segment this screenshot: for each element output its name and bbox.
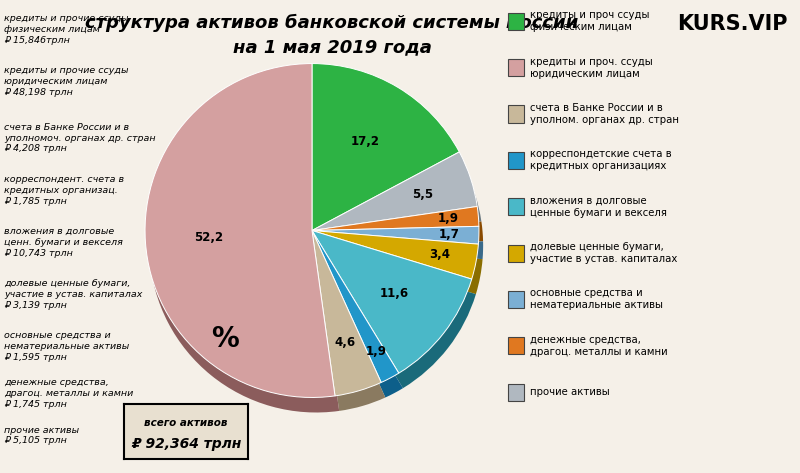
Text: денежные средства,
драгоц. металлы и камни: денежные средства, драгоц. металлы и кам…: [530, 335, 668, 357]
Wedge shape: [312, 152, 478, 230]
Text: ₽ 92,364 трлн: ₽ 92,364 трлн: [131, 437, 241, 451]
Text: 1,7: 1,7: [438, 228, 459, 241]
Text: кредиты и прочие ссуды
юридическим лицам
₽ 48,198 трлн: кредиты и прочие ссуды юридическим лицам…: [4, 66, 129, 96]
Text: 1,9: 1,9: [366, 345, 386, 358]
Wedge shape: [316, 167, 482, 245]
Text: кредиты и прочие ссуды
физическим лицам
₽ 15,846трлн: кредиты и прочие ссуды физическим лицам …: [4, 14, 129, 44]
Text: 3,4: 3,4: [430, 248, 450, 262]
Text: долевые ценные бумаги,
участие в устав. капиталах: долевые ценные бумаги, участие в устав. …: [530, 242, 678, 264]
Text: 4,6: 4,6: [334, 336, 355, 349]
Text: денежные средства,
драгоц. металлы и камни
₽ 1,745 трлн: денежные средства, драгоц. металлы и кам…: [4, 378, 134, 409]
Text: вложения в долговые
ценные бумаги и векселя: вложения в долговые ценные бумаги и векс…: [530, 196, 667, 218]
Wedge shape: [145, 63, 335, 397]
Wedge shape: [316, 79, 463, 245]
Text: прочие активы
₽ 5,105 трлн: прочие активы ₽ 5,105 трлн: [4, 426, 79, 446]
Wedge shape: [316, 245, 482, 294]
Wedge shape: [312, 207, 479, 230]
Text: кредиты и проч. ссуды
юридическим лицам: кредиты и проч. ссуды юридическим лицам: [530, 57, 653, 79]
Text: 17,2: 17,2: [350, 135, 380, 148]
Text: кредиты и проч ссуды
физическим лицам: кредиты и проч ссуды физическим лицам: [530, 10, 650, 32]
Wedge shape: [312, 230, 398, 383]
Text: корреспондетские счета в
кредитных организациях: корреспондетские счета в кредитных орган…: [530, 149, 672, 171]
Wedge shape: [150, 79, 339, 412]
Wedge shape: [312, 63, 459, 230]
Text: структура активов банковской системы России
на 1 мая 2019 года: структура активов банковской системы Рос…: [86, 14, 578, 56]
Wedge shape: [312, 226, 479, 244]
Wedge shape: [312, 230, 472, 373]
Text: корреспондент. счета в
кредитных организац.
₽ 1,785 трлн: корреспондент. счета в кредитных организ…: [4, 175, 124, 205]
Wedge shape: [316, 241, 483, 259]
Text: 11,6: 11,6: [379, 288, 408, 300]
Text: 5,5: 5,5: [413, 188, 434, 201]
Wedge shape: [316, 245, 386, 411]
Text: основные средства и
нематериальные активы
₽ 1,595 трлн: основные средства и нематериальные актив…: [4, 331, 130, 361]
Text: всего активов: всего активов: [144, 419, 228, 429]
Text: счета в Банке России и в
уполном. органах др. стран: счета в Банке России и в уполном. органа…: [530, 103, 679, 125]
Wedge shape: [316, 245, 403, 397]
Text: счета в Банке России и в
уполномоч. органах др. стран
₽ 4,208 трлн: счета в Банке России и в уполномоч. орга…: [4, 123, 156, 153]
Text: основные средства и
нематериальные активы: основные средства и нематериальные актив…: [530, 289, 663, 310]
Wedge shape: [312, 230, 381, 396]
Text: %: %: [211, 325, 239, 353]
Text: прочие активы: прочие активы: [530, 387, 610, 397]
Wedge shape: [316, 245, 476, 388]
Text: долевые ценные бумаги,
участие в устав. капиталах
₽ 3,139 трлн: долевые ценные бумаги, участие в устав. …: [4, 279, 142, 309]
Text: 1,9: 1,9: [438, 212, 459, 226]
Text: KURS.VIP: KURS.VIP: [678, 14, 788, 34]
Wedge shape: [316, 221, 483, 245]
Wedge shape: [312, 230, 478, 279]
Text: 52,2: 52,2: [194, 231, 223, 244]
Text: вложения в долговые
ценн. бумаги и векселя
₽ 10,743 трлн: вложения в долговые ценн. бумаги и вексе…: [4, 227, 123, 257]
